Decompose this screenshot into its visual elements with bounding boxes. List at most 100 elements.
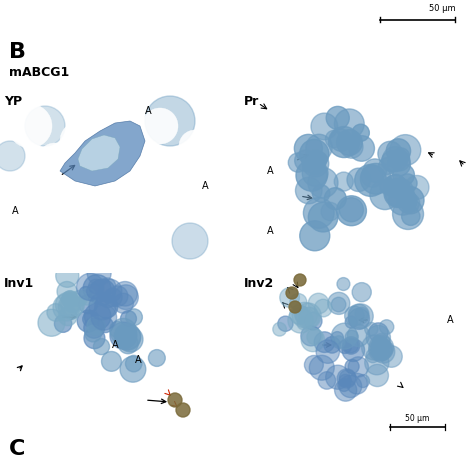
Circle shape	[55, 315, 72, 332]
Circle shape	[369, 338, 392, 362]
Circle shape	[297, 318, 310, 330]
Circle shape	[344, 338, 358, 353]
Circle shape	[38, 309, 65, 336]
Circle shape	[97, 322, 133, 358]
Circle shape	[384, 180, 412, 208]
Circle shape	[91, 305, 117, 330]
Circle shape	[308, 202, 338, 232]
Circle shape	[358, 239, 382, 263]
Circle shape	[374, 345, 390, 360]
Circle shape	[390, 135, 421, 165]
Circle shape	[108, 286, 128, 306]
Circle shape	[79, 295, 98, 314]
Circle shape	[366, 365, 389, 387]
Circle shape	[188, 199, 212, 223]
Circle shape	[370, 180, 400, 210]
Circle shape	[306, 134, 332, 161]
Circle shape	[104, 288, 122, 307]
Circle shape	[63, 413, 87, 437]
Circle shape	[363, 159, 386, 182]
Circle shape	[118, 327, 143, 352]
Circle shape	[237, 123, 273, 159]
Circle shape	[87, 277, 113, 303]
Circle shape	[8, 104, 52, 148]
Circle shape	[396, 266, 424, 294]
Circle shape	[148, 350, 165, 366]
Circle shape	[352, 124, 369, 141]
Circle shape	[304, 356, 323, 374]
Circle shape	[450, 176, 474, 206]
Circle shape	[348, 309, 369, 329]
Circle shape	[93, 338, 109, 355]
Text: Inv1: Inv1	[4, 277, 34, 290]
Circle shape	[330, 129, 352, 151]
Circle shape	[372, 334, 390, 352]
Circle shape	[347, 168, 370, 191]
Circle shape	[89, 293, 116, 320]
Polygon shape	[78, 135, 120, 171]
Circle shape	[59, 230, 81, 252]
Circle shape	[360, 164, 391, 194]
Circle shape	[337, 278, 350, 291]
Circle shape	[311, 113, 337, 140]
Circle shape	[87, 397, 113, 423]
Circle shape	[0, 347, 33, 383]
Circle shape	[356, 374, 370, 388]
Circle shape	[379, 158, 395, 174]
Circle shape	[386, 139, 410, 163]
Circle shape	[349, 304, 373, 328]
Circle shape	[245, 181, 285, 221]
Text: A: A	[135, 355, 141, 365]
Circle shape	[349, 136, 374, 161]
Circle shape	[295, 177, 322, 204]
Circle shape	[59, 307, 77, 326]
Text: YP: YP	[4, 95, 22, 108]
Circle shape	[303, 198, 334, 228]
Circle shape	[25, 106, 65, 146]
Circle shape	[99, 279, 122, 302]
Circle shape	[380, 178, 397, 195]
Circle shape	[389, 187, 417, 215]
Circle shape	[316, 340, 339, 364]
Circle shape	[372, 337, 390, 355]
Circle shape	[288, 153, 308, 172]
Circle shape	[397, 187, 424, 214]
Circle shape	[294, 306, 311, 323]
Circle shape	[101, 352, 121, 371]
Circle shape	[53, 294, 80, 321]
Text: A: A	[267, 166, 273, 176]
Circle shape	[423, 224, 457, 258]
Circle shape	[179, 130, 211, 162]
Circle shape	[100, 278, 116, 294]
Circle shape	[115, 325, 141, 350]
Circle shape	[345, 330, 358, 343]
Circle shape	[379, 320, 394, 334]
Circle shape	[126, 356, 142, 372]
Circle shape	[0, 141, 25, 171]
Text: A: A	[447, 315, 453, 325]
Circle shape	[314, 299, 332, 317]
Circle shape	[399, 191, 417, 210]
Circle shape	[393, 164, 414, 186]
Circle shape	[345, 306, 364, 326]
Circle shape	[302, 160, 328, 186]
Circle shape	[120, 310, 137, 327]
Circle shape	[109, 321, 126, 337]
Circle shape	[383, 175, 407, 198]
Circle shape	[381, 346, 402, 367]
Circle shape	[417, 362, 443, 388]
Circle shape	[401, 207, 420, 226]
Circle shape	[120, 356, 146, 382]
Circle shape	[405, 175, 429, 200]
Text: A: A	[112, 340, 118, 350]
Circle shape	[338, 379, 350, 392]
Text: mABCG1: mABCG1	[9, 66, 69, 79]
Circle shape	[280, 288, 300, 307]
Text: B: B	[9, 42, 26, 62]
Circle shape	[304, 312, 322, 330]
Circle shape	[290, 305, 309, 324]
Circle shape	[95, 295, 118, 318]
Circle shape	[314, 332, 335, 353]
Circle shape	[412, 98, 438, 124]
Circle shape	[365, 322, 378, 336]
